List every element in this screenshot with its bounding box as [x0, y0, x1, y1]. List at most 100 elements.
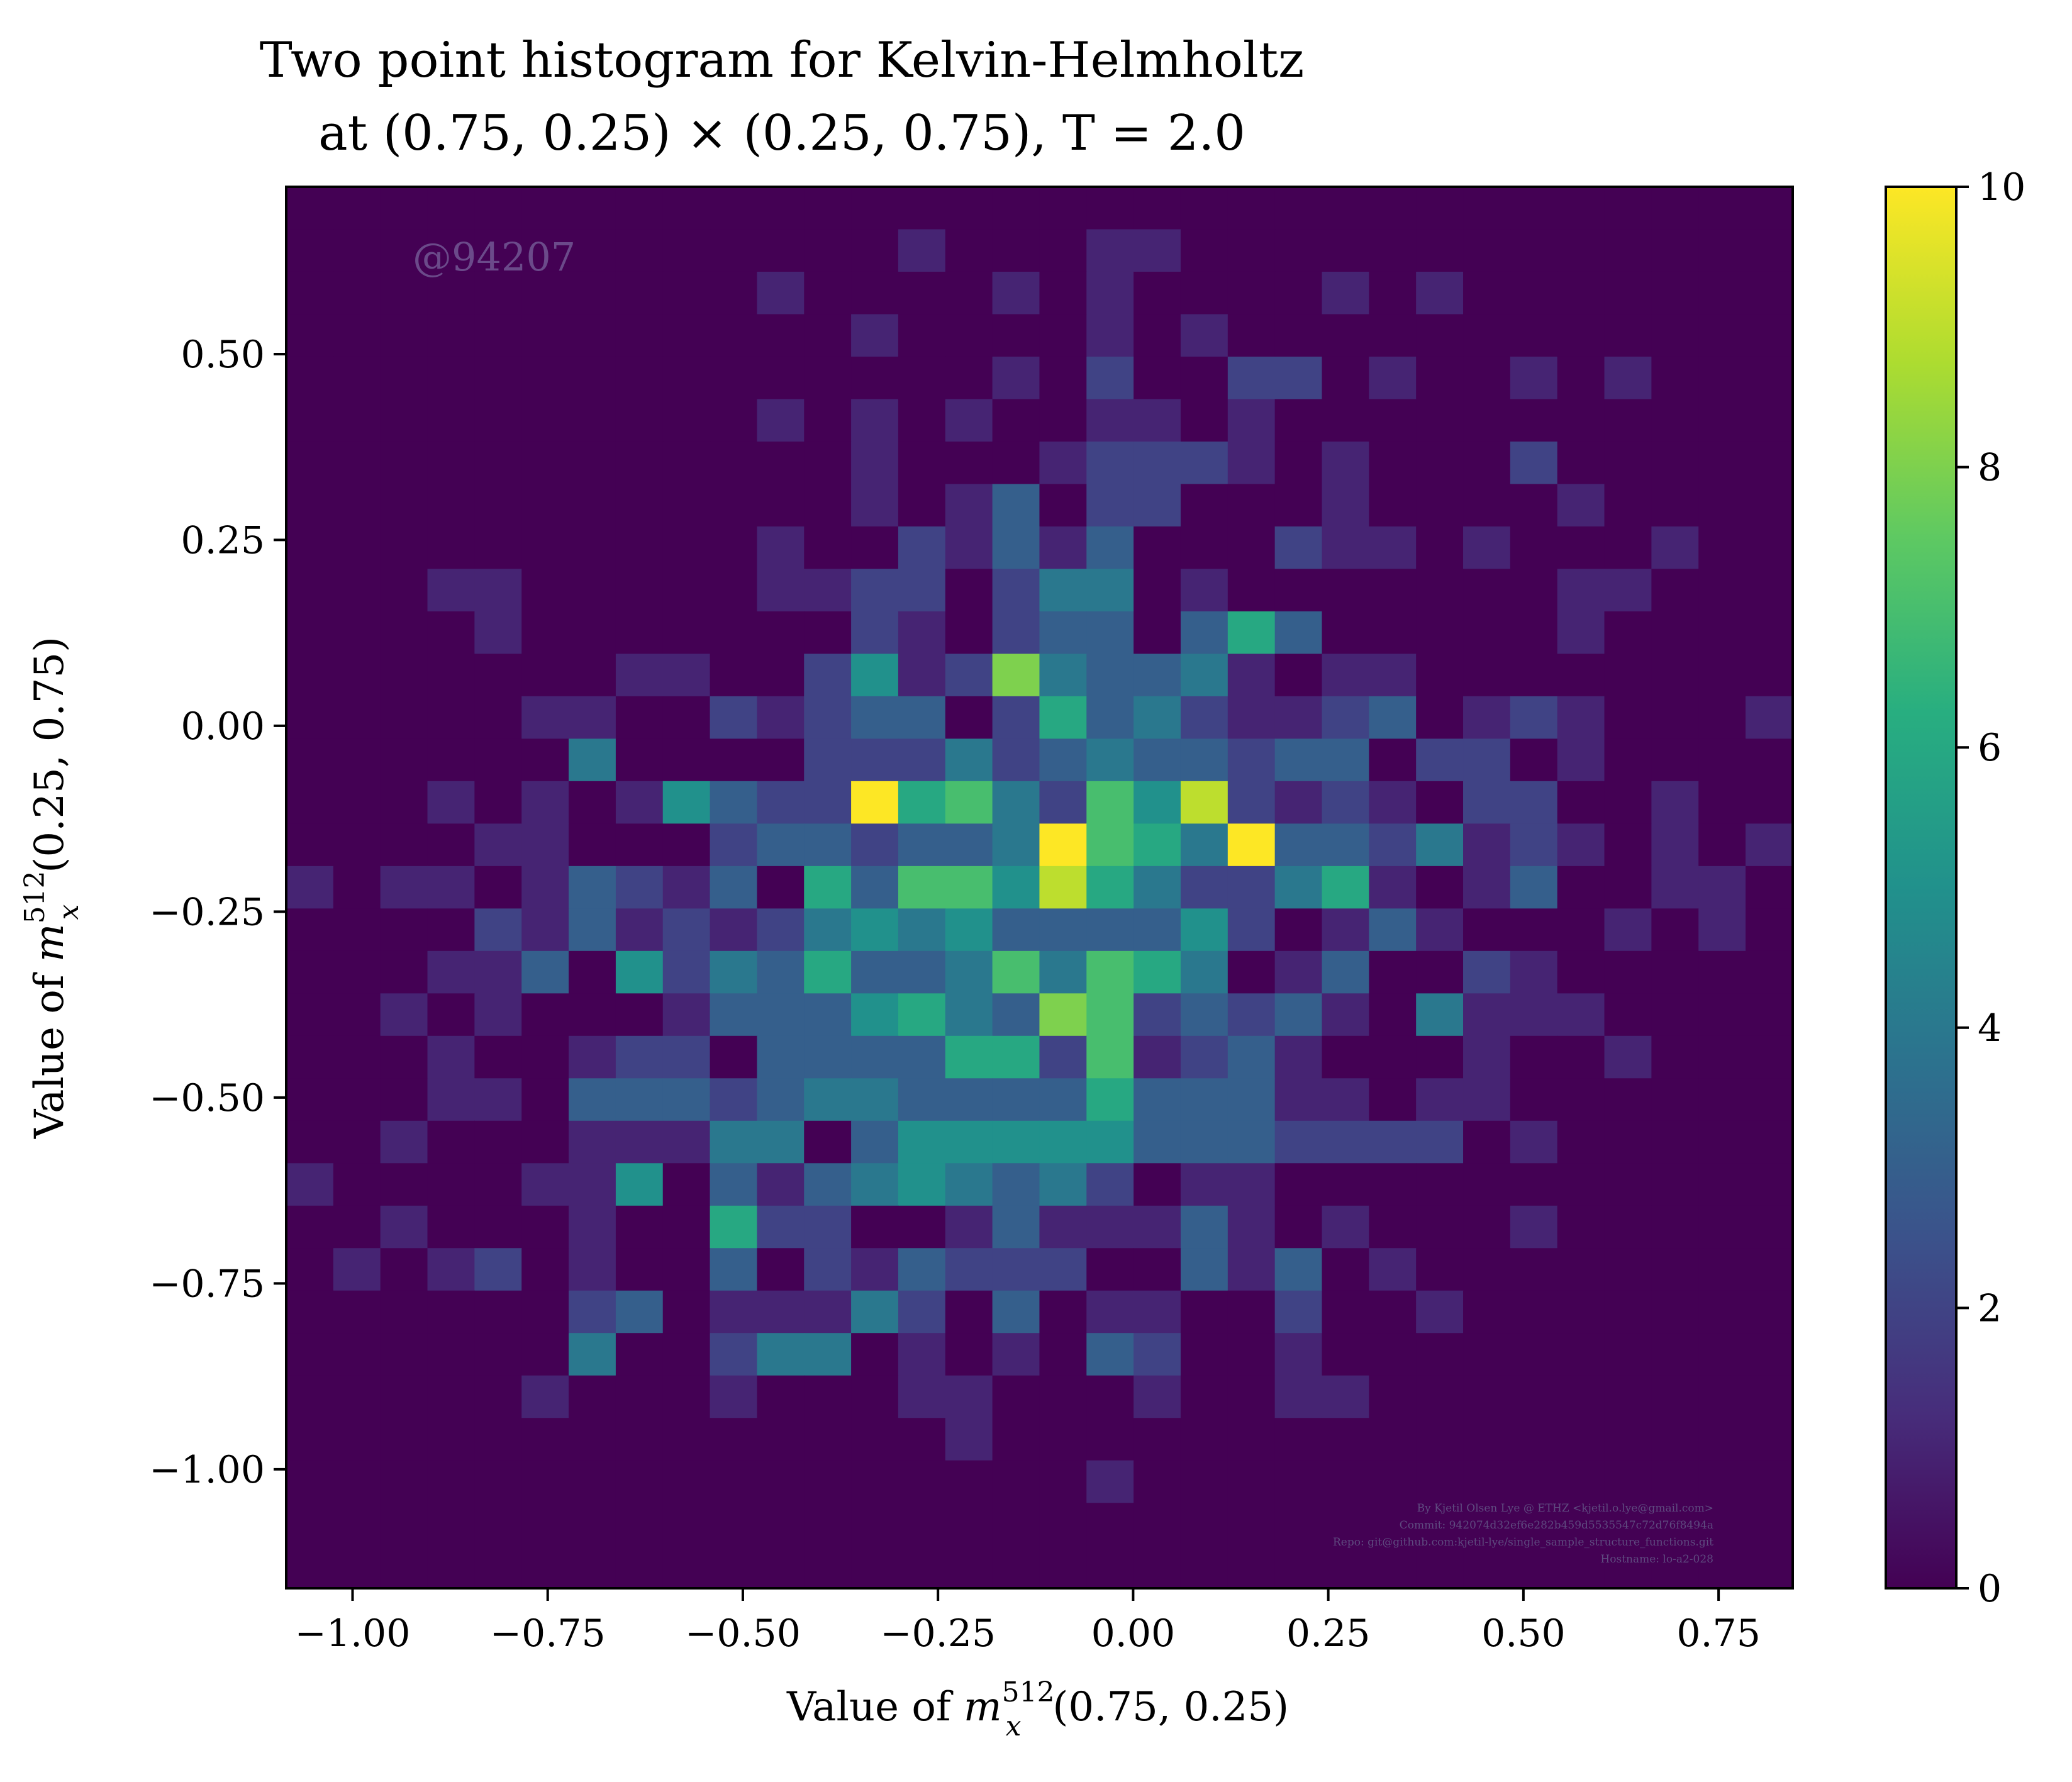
heatmap-cell	[710, 1078, 758, 1122]
heatmap-cell	[569, 1503, 616, 1546]
heatmap-cell	[1746, 1418, 1793, 1461]
heatmap-cell	[615, 526, 664, 570]
heatmap-cell	[1510, 1460, 1558, 1503]
heatmap-cell	[427, 1503, 475, 1546]
heatmap-cell	[1322, 399, 1369, 442]
heatmap-cell	[1133, 1545, 1181, 1588]
heatmap-cell	[1180, 781, 1228, 824]
heatmap-cell	[1604, 399, 1652, 442]
heatmap-cell	[710, 696, 758, 739]
heatmap-cell	[1039, 1333, 1087, 1376]
heatmap-cell	[992, 908, 1040, 952]
heatmap-cell	[615, 866, 664, 909]
heatmap-cell	[898, 1248, 946, 1291]
heatmap-cell	[1133, 1120, 1181, 1164]
heatmap-cell	[1180, 229, 1228, 272]
heatmap-cell	[1227, 866, 1276, 909]
heatmap-cell	[1180, 314, 1228, 357]
heatmap-cell	[1746, 187, 1793, 230]
heatmap-cell	[569, 187, 616, 230]
heatmap-cell	[804, 1078, 852, 1122]
heatmap-cell	[1133, 1205, 1181, 1249]
heatmap-cell	[1746, 908, 1793, 952]
heatmap-cell	[662, 356, 711, 400]
heatmap-cell	[1039, 950, 1087, 994]
heatmap-cell	[1746, 1545, 1793, 1588]
heatmap-cell	[898, 271, 946, 315]
heatmap-cell	[1274, 484, 1323, 527]
heatmap-cell	[898, 866, 946, 909]
heatmap-cell	[804, 908, 852, 952]
heatmap-cell	[1227, 314, 1276, 357]
heatmap-cell	[898, 1290, 946, 1334]
heatmap-cell	[851, 1205, 899, 1249]
heatmap-cell	[380, 1333, 428, 1376]
heatmap-cell	[333, 1333, 381, 1376]
heatmap-cell	[945, 356, 993, 400]
heatmap-cell	[1604, 866, 1652, 909]
heatmap-cell	[945, 908, 993, 952]
heatmap-cell	[427, 1290, 475, 1334]
heatmap-cell	[1604, 484, 1652, 527]
heatmap-cell	[662, 484, 711, 527]
heatmap-cell	[851, 399, 899, 442]
heatmap-cell	[427, 399, 475, 442]
heatmap-cell	[1180, 1035, 1228, 1079]
heatmap-cell	[1180, 738, 1228, 782]
heatmap-cell	[710, 1035, 758, 1079]
chart-title-line1: Two point histogram for Kelvin-Helmholtz	[260, 32, 1304, 89]
heatmap-cell	[1463, 738, 1511, 782]
heatmap-cell	[1510, 654, 1558, 697]
heatmap-cell	[521, 1503, 569, 1546]
heatmap-cell	[1322, 950, 1369, 994]
heatmap-cell	[569, 1035, 616, 1079]
heatmap-cell	[474, 356, 522, 400]
heatmap-cell	[286, 823, 334, 867]
heatmap-cell	[1086, 1545, 1134, 1588]
heatmap-cell	[757, 526, 805, 570]
heatmap-cell	[898, 1503, 946, 1546]
heatmap-cell	[615, 1418, 664, 1461]
heatmap-cell	[1604, 314, 1652, 357]
heatmap-cell	[1698, 1333, 1746, 1376]
heatmap-cell	[1369, 1163, 1417, 1206]
heatmap-cell	[710, 1120, 758, 1164]
heatmap-cell	[380, 484, 428, 527]
x-axis-ticks: −1.00 −0.75 −0.50 −0.25 0.00 0.25 0.50 0.75	[295, 1588, 1761, 1656]
heatmap-cell	[1510, 823, 1558, 867]
heatmap-cell	[1746, 781, 1793, 824]
heatmap-cell	[286, 526, 334, 570]
heatmap-cell	[1274, 1460, 1323, 1503]
heatmap-cell	[1698, 356, 1746, 400]
heatmap-cell	[1180, 1545, 1228, 1588]
heatmap-cell	[1510, 229, 1558, 272]
heatmap-cell	[1557, 1460, 1605, 1503]
heatmap-cell	[662, 1120, 711, 1164]
heatmap-cell	[1133, 569, 1181, 612]
heatmap-cell	[286, 1333, 334, 1376]
heatmap-cell	[521, 441, 569, 485]
heatmap-cell	[757, 1035, 805, 1079]
heatmap-cell	[1698, 229, 1746, 272]
heatmap-cell	[898, 1205, 946, 1249]
heatmap-cell	[1322, 569, 1369, 612]
heatmap-cell	[286, 271, 334, 315]
heatmap-cell	[521, 1460, 569, 1503]
heatmap-cell	[1039, 441, 1087, 485]
heatmap-cell	[1322, 866, 1369, 909]
heatmap-cell	[1604, 187, 1652, 230]
heatmap-cell	[615, 781, 664, 824]
heatmap-cell	[1039, 229, 1087, 272]
heatmap-cell	[1180, 271, 1228, 315]
heatmap-cell	[615, 1078, 664, 1122]
heatmap-cell	[1746, 1290, 1793, 1334]
heatmap-cell	[1698, 441, 1746, 485]
heatmap-cell	[1416, 526, 1464, 570]
heatmap-cell	[1510, 908, 1558, 952]
heatmap-cell	[710, 908, 758, 952]
heatmap-cell	[851, 1503, 899, 1546]
heatmap-cell	[1416, 1078, 1464, 1122]
x-tick-label: −0.25	[880, 1612, 996, 1656]
heatmap-cell	[1557, 229, 1605, 272]
heatmap-cell	[1039, 399, 1087, 442]
